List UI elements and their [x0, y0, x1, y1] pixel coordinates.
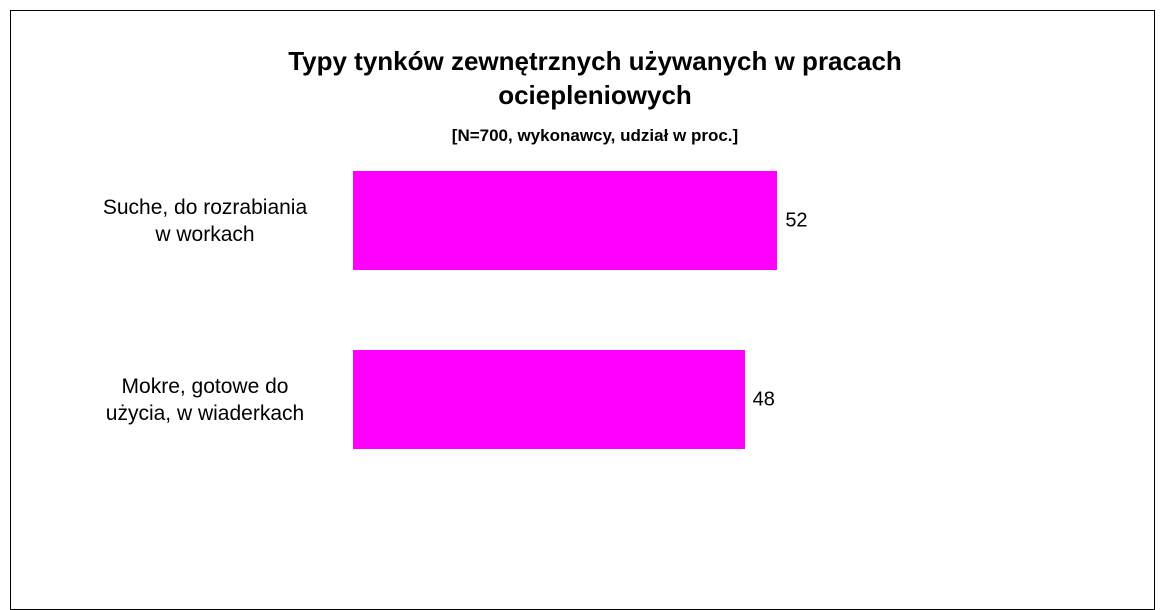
chart-subtitle: [N=700, wykonawcy, udział w proc.]	[451, 126, 739, 145]
bar	[353, 171, 778, 270]
value-label: 48	[752, 388, 775, 410]
chart-title: Typy tynków zewnętrznych używanych w pra…	[288, 46, 902, 110]
page: Typy tynków zewnętrznych używanych w pra…	[10, 10, 1155, 610]
category-label: Suche, do rozrabiania w workach	[102, 195, 308, 246]
value-label: 52	[785, 209, 808, 231]
category-label: Mokre, gotowe do użycia, w wiaderkach	[105, 374, 305, 425]
bar	[353, 350, 745, 449]
